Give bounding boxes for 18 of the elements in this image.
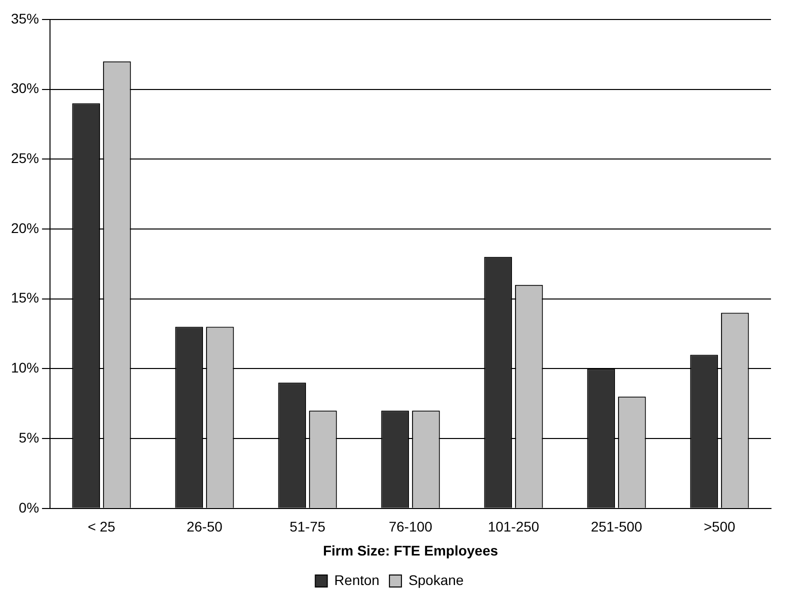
x-tick-label: 51-75 [290,518,326,535]
x-tick-label: 26-50 [186,518,223,535]
y-tick-label: 5% [18,429,40,446]
y-tick-label: 30% [10,80,40,96]
y-tick-label: 10% [10,360,40,376]
legend-label: Spokane [408,572,464,588]
y-tick-label: 25% [10,150,40,166]
legend-label: Renton [334,572,380,588]
y-tick-label: 0% [18,499,40,516]
y-tick-label: 15% [10,290,40,306]
x-tick-label: >500 [704,518,736,535]
x-tick-label: 251-500 [590,518,642,535]
x-axis-title: Firm Size: FTE Employees [322,542,498,558]
x-tick-label: < 25 [88,518,116,535]
y-tick-label: 35% [10,10,40,26]
x-tick-label: 101-250 [488,518,540,535]
x-tick-label: 76-100 [388,518,433,535]
y-tick-label: 20% [10,220,40,236]
